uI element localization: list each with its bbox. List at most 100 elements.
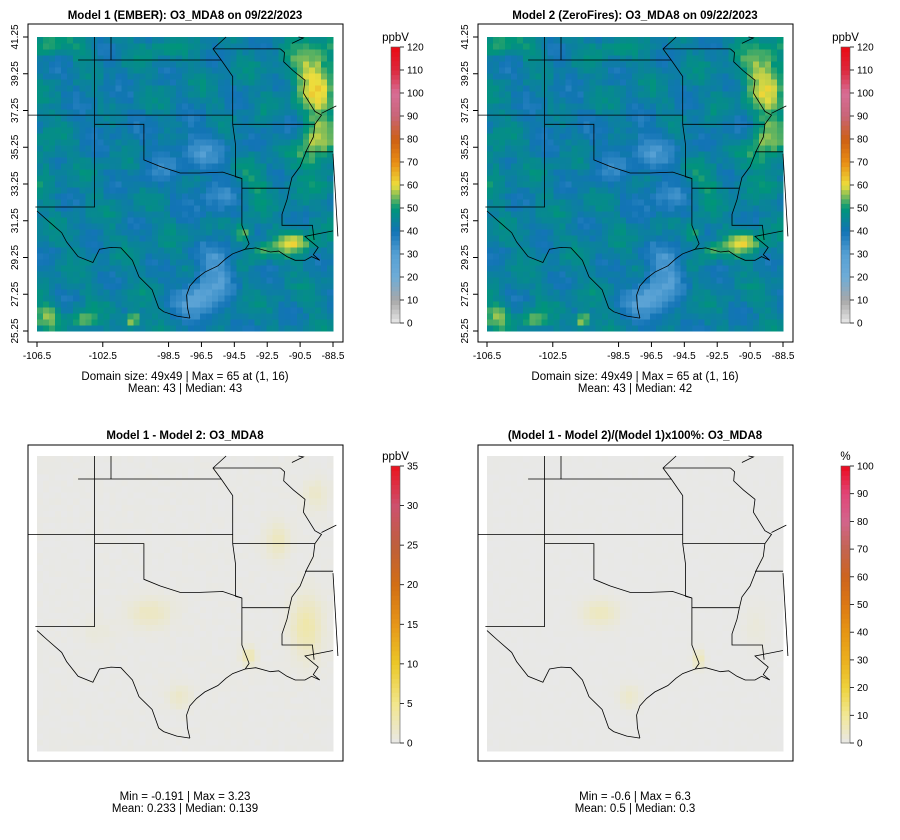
heatmap-cell [601,265,609,272]
heatmap-cell [547,157,555,164]
heatmap-cell [698,103,706,110]
heatmap-cell [230,283,237,290]
heatmap-cell [151,253,159,260]
heatmap-cell [145,235,153,242]
colorbar-segment [391,272,400,278]
heatmap-cell [157,73,165,80]
heatmap-cell [302,313,310,320]
heatmap-cell [43,247,50,254]
heatmap-cell [505,61,512,68]
heatmap-cell [308,205,316,212]
heatmap-cell [547,325,555,332]
heatmap-cell [746,325,754,332]
heatmap-cell [704,307,712,314]
heatmap-cell [67,139,74,146]
heatmap-cell [326,55,334,62]
heatmap-cell [37,217,44,224]
heatmap-cell [644,145,651,152]
heatmap-cell [662,253,669,260]
heatmap-cell [625,169,633,176]
heatmap-cell [55,277,62,284]
heatmap-cell [55,91,62,98]
heatmap-cell [157,109,165,116]
heatmap-cell [511,139,518,146]
heatmap-cell [326,235,334,242]
heatmap-cell [595,163,603,170]
heatmap-cell [692,199,700,206]
heatmap-cell [674,241,681,248]
heatmap-cell [314,115,322,122]
heatmap-cell [517,79,524,86]
heatmap-cell [242,115,250,122]
heatmap-cell [565,247,573,254]
heatmap-cell [284,97,292,104]
heatmap-cell [613,79,621,86]
heatmap-cell [644,175,651,182]
heatmap-cell [139,217,147,224]
heatmap-cell [278,151,286,158]
heatmap-cell [656,115,663,122]
heatmap-cell [320,55,328,62]
heatmap-cell [272,223,280,230]
heatmap-cell [139,289,147,296]
heatmap-cell [224,163,231,170]
heatmap-cell [547,229,555,236]
heatmap-cell [254,307,262,314]
heatmap-cell [43,91,50,98]
heatmap-cell [656,157,663,164]
heatmap-cell [236,211,243,218]
heatmap-cell [49,169,56,176]
heatmap-cell [511,253,518,260]
heatmap-cell [631,133,639,140]
heatmap-cell [230,313,237,320]
heatmap-cell [296,55,304,62]
heatmap-cell [272,139,280,146]
heatmap-cell [49,181,56,188]
heatmap-cell [320,133,328,140]
heatmap-cell [194,109,201,116]
heatmap-cell [571,307,579,314]
heatmap-cell [710,55,718,62]
heatmap-cell [607,85,615,92]
heatmap-cell [37,301,44,308]
heatmap-cell [565,37,573,44]
y-tick-label: 25.25 [460,318,471,343]
heatmap-cell [740,139,748,146]
heatmap-cell [571,151,579,158]
heatmap-cell [517,295,524,302]
heatmap-cell [272,319,280,326]
heatmap-cell [272,151,280,158]
heatmap-cell [103,175,111,182]
heatmap-cell [770,289,778,296]
heatmap-cell [163,247,171,254]
heatmap-cell [218,37,225,44]
heatmap-cell [43,283,50,290]
heatmap-cell [103,61,111,68]
heatmap-cell [290,325,298,332]
heatmap-cell [181,235,189,242]
heatmap-cell [181,181,189,188]
heatmap-cell [607,211,615,218]
heatmap-cell [212,103,219,110]
heatmap-cell [314,145,322,152]
heatmap-cell [535,313,542,320]
heatmap-cell [224,205,231,212]
heatmap-cell [638,313,645,320]
heatmap-cell [613,115,621,122]
heatmap-cell [248,241,256,248]
heatmap-cell [73,91,80,98]
heatmap-cell [163,175,171,182]
heatmap-cell [493,151,500,158]
heatmap-cell [770,169,778,176]
heatmap-cell [284,133,292,140]
heatmap-cell [73,97,80,104]
heatmap-cell [49,43,56,50]
heatmap-cell [692,211,700,218]
heatmap-cell [284,277,292,284]
heatmap-cell [710,283,718,290]
heatmap-cell [577,67,585,74]
heatmap-cell [716,127,724,134]
heatmap-cell [145,319,153,326]
colorbar-tick-label: 50 [407,204,419,215]
heatmap-cell [230,91,237,98]
